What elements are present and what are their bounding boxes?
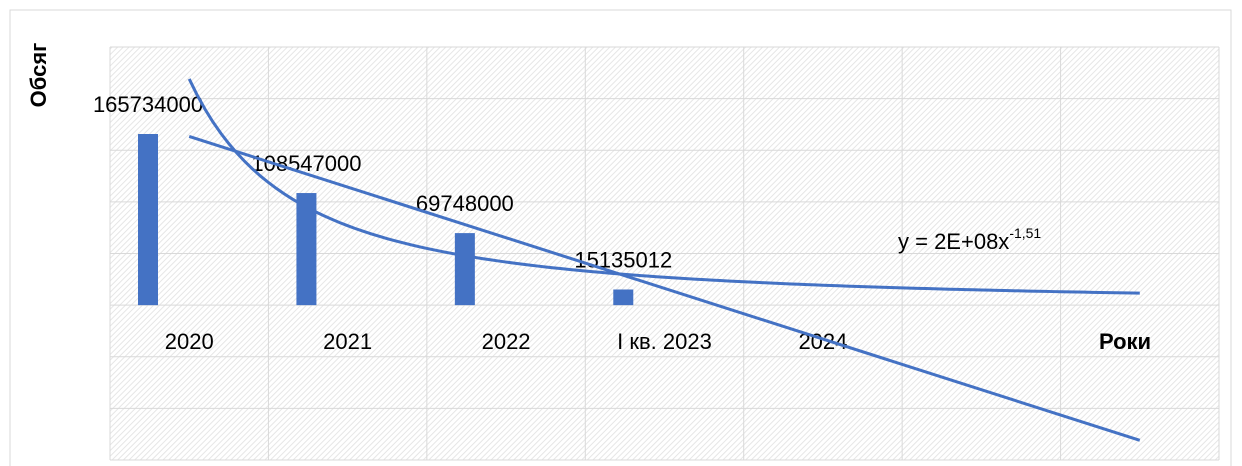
data-label: 69748000 (416, 191, 514, 216)
x-axis-title: Роки (1099, 329, 1151, 354)
trendline-equation: y = 2E+08x-1,51 (898, 225, 1041, 254)
equation-base: y = 2E+08x (898, 229, 1009, 254)
bar (454, 233, 475, 306)
data-label: 108547000 (251, 151, 361, 176)
trendline-linear (188, 135, 1141, 442)
x-tick-label: 2022 (482, 329, 531, 354)
bar (613, 289, 634, 306)
equation-exponent: -1,51 (1009, 225, 1041, 241)
data-label: 15135012 (574, 247, 672, 272)
trendline-power (187, 78, 1140, 295)
y-axis-title: Обсяг (26, 43, 51, 108)
bar (296, 193, 317, 306)
data-label: 165734000 (93, 92, 203, 117)
x-tick-label: 2021 (323, 329, 372, 354)
x-tick-label: 2020 (165, 329, 214, 354)
bar (138, 134, 158, 306)
x-tick-label: І кв. 2023 (617, 329, 712, 354)
